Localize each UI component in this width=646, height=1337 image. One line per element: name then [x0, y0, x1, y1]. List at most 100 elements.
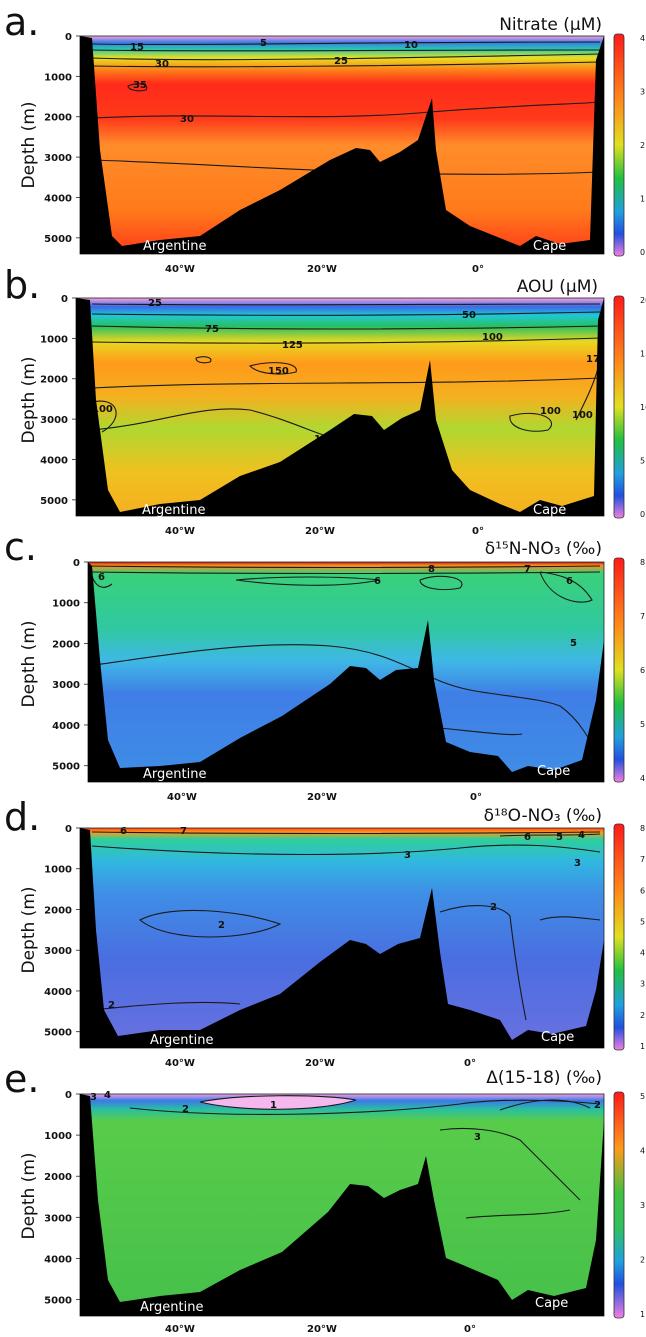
contour-line: [91, 49, 601, 52]
colorbar-tick-label: 4: [640, 1147, 645, 1156]
y-tick-label: 0: [61, 294, 68, 305]
x-tick-label: 0°: [464, 1058, 476, 1069]
y-tick-label: 4000: [40, 455, 68, 466]
contour-label: 5: [260, 38, 267, 49]
contour-label: 100: [482, 332, 503, 343]
contour-line: [91, 311, 601, 316]
y-tick-label: 2000: [40, 375, 68, 386]
contour-label: 7: [180, 826, 187, 837]
x-tick-label: 0°: [470, 792, 482, 803]
colorbar-tick-label: 6: [640, 886, 645, 895]
y-tick-label: 2000: [44, 1172, 72, 1183]
contour-line: [439, 1127, 581, 1201]
y-tick-label: 5000: [44, 1028, 72, 1039]
contour-label: 100: [572, 410, 593, 421]
contour-line: [91, 408, 341, 441]
contour-label: 30: [155, 59, 169, 70]
basin-label-cape: Cape: [533, 503, 566, 518]
contour-label: 6: [98, 572, 105, 583]
seafloor-topography: [80, 828, 604, 1048]
basin-label-cape: Cape: [537, 764, 570, 779]
contour-label: 4: [104, 1090, 111, 1101]
colorbar-tick-label: 5: [640, 720, 645, 729]
contour-line: [139, 909, 282, 938]
contour-label: 6: [524, 832, 531, 843]
contour-label: 2: [218, 920, 225, 931]
contour-line: [91, 844, 601, 856]
x-tick-label: 0°: [472, 264, 484, 275]
contour-label: 15: [130, 42, 144, 53]
y-axis-label: Depth (m): [19, 620, 39, 707]
x-tick-label: 20°W: [305, 526, 335, 537]
colorbar-tick-label: 5: [640, 457, 645, 466]
basin-label-cape: Cape: [533, 239, 566, 254]
y-tick-label: 4000: [52, 721, 80, 732]
y-tick-label: 5000: [44, 234, 72, 245]
contour-label: 2: [490, 902, 497, 913]
contour-label: 25: [148, 298, 162, 309]
contour-label: 6: [374, 576, 381, 587]
colorbar-tick-label: 4: [640, 34, 645, 43]
contour-line: [465, 1209, 571, 1219]
colorbar-tick-label: 1: [640, 195, 645, 204]
panel-c: c. δ¹⁵N-NO₃ (‰) Depth (m) 8 7 6 6 6 5 Ar…: [4, 525, 605, 783]
seafloor-topography: [80, 36, 604, 254]
panel-letter: e.: [4, 1057, 39, 1101]
contour-line: [91, 101, 601, 119]
colorbar-tick-label: 8: [640, 558, 645, 567]
y-axis-label: Depth (m): [19, 356, 39, 443]
contour-label: 2: [182, 1104, 189, 1115]
colorbar-tick-label: 6: [640, 666, 645, 675]
contour-label: 25: [334, 56, 348, 67]
contour-label: 35: [133, 80, 147, 91]
contour-line: [199, 1095, 357, 1110]
x-tick-label: 20°W: [305, 1058, 335, 1069]
panel-e: e. Δ(15-18) (‰) Depth (m) 3 4 2 1 2 3 Ar…: [4, 1057, 605, 1317]
y-tick-label: 3000: [44, 153, 72, 164]
x-tick-label: 20°W: [307, 792, 337, 803]
y-tick-label: 4000: [44, 1254, 72, 1265]
y-axis-label: Depth (m): [19, 886, 39, 973]
colorbar-tick-label: 2: [640, 141, 645, 150]
basin-label-cape: Cape: [541, 1030, 574, 1045]
y-tick-label: 1000: [40, 334, 68, 345]
colorbar-tick-label: 10: [640, 403, 646, 412]
contour-label: 6: [120, 826, 127, 837]
panel-letter: b.: [4, 263, 40, 307]
contour-label: 4: [578, 830, 585, 841]
contour-label: 30: [180, 114, 194, 125]
seafloor-topography: [80, 1094, 604, 1316]
panel-d: d. δ¹⁸O-NO₃ (‰) Depth (m) 6 7 6 5 4 3 3 …: [4, 795, 605, 1049]
y-tick-label: 2000: [44, 113, 72, 124]
contour-label: 50: [462, 310, 476, 321]
y-tick-label: 1000: [44, 72, 72, 83]
colorbar-tick-label: 5: [640, 1092, 645, 1101]
basin-label-argentine: Argentine: [143, 767, 206, 782]
y-tick-label: 1000: [52, 599, 80, 610]
x-tick-label: 40°W: [165, 264, 195, 275]
contour-line: [91, 303, 601, 306]
y-tick-label: 3000: [44, 1213, 72, 1224]
colorbar: [613, 557, 625, 783]
contour-line: [91, 337, 601, 344]
contour-label: 3: [404, 850, 411, 861]
contour-line: [248, 362, 297, 375]
y-tick-label: 3000: [52, 680, 80, 691]
seafloor-topography: [76, 298, 604, 516]
basin-label-argentine: Argentine: [143, 239, 206, 254]
colorbar-tick-label: 0: [640, 248, 645, 257]
panel-b: b. AOU (µM) Depth (m) 25 50 75 100 125 1…: [4, 263, 605, 518]
y-tick-label: 0: [65, 824, 72, 835]
colorbar-tick-label: 7: [640, 612, 645, 621]
contour-line: [91, 1001, 241, 1011]
colorbar-tick-label: 4: [640, 949, 645, 958]
colorbar-tick-label: 1: [640, 1310, 645, 1319]
contour-label: 2: [594, 1100, 601, 1111]
colorbar: [613, 33, 625, 257]
colorbar-tick-label: 7: [640, 855, 645, 864]
x-tick-label: 20°W: [307, 264, 337, 275]
colorbar: [613, 823, 625, 1051]
y-axis-label: Depth (m): [19, 1152, 39, 1239]
